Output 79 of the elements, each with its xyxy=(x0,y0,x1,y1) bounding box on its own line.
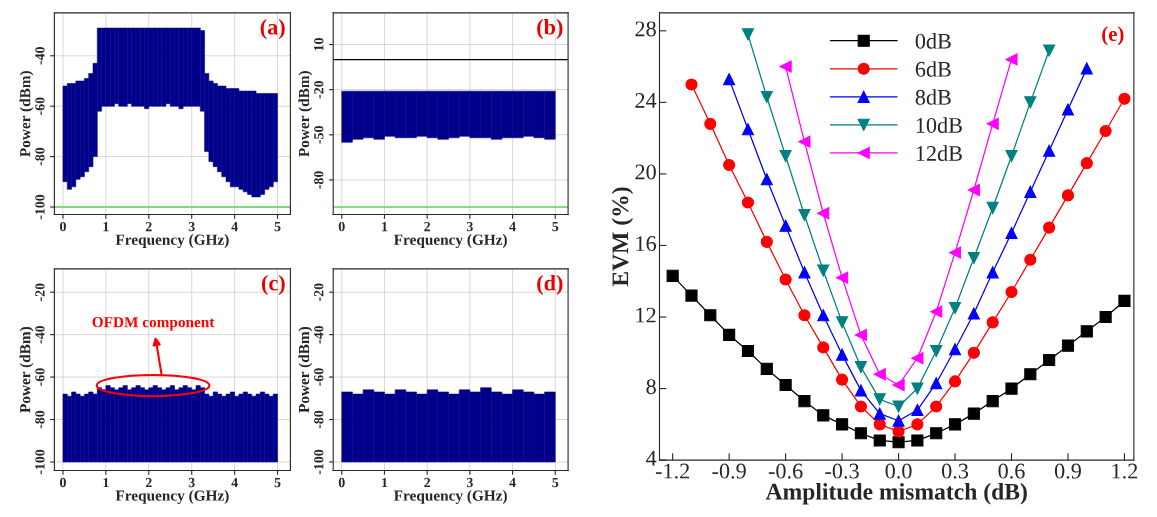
x-tick-label: 3 xyxy=(466,477,473,488)
y-axis-title: Power (dBm) xyxy=(298,71,313,157)
annotation: (e) xyxy=(1102,26,1124,46)
y-tick-label: -80 xyxy=(35,147,45,166)
x-tick-label: 4 xyxy=(509,221,516,232)
y-tick-label: 16 xyxy=(636,236,657,252)
annotation: (c) xyxy=(262,274,285,296)
y-tick-label: -20 xyxy=(35,283,45,301)
legend-label: 0dB xyxy=(915,33,951,49)
y-tick-label: -40 xyxy=(35,47,45,65)
x-tick-label: 3 xyxy=(188,477,195,488)
y-tick-label: 8 xyxy=(646,379,656,395)
y-tick-label: 4 xyxy=(646,450,657,466)
legend-label: 8dB xyxy=(915,89,951,105)
y-tick-label: -20 xyxy=(314,283,324,301)
x-tick-label: 5 xyxy=(552,222,559,232)
annotation: (d) xyxy=(537,274,563,296)
y-axis-title: EVM (%) xyxy=(611,187,634,287)
annotation: (b) xyxy=(537,18,563,40)
y-tick-label: -50 xyxy=(314,126,324,144)
x-tick-label: 2 xyxy=(145,221,152,232)
x-tick-label: 2 xyxy=(145,477,152,488)
x-tick-label: 1 xyxy=(382,221,388,232)
x-tick-label: 0 xyxy=(60,477,66,488)
x-axis-title: Frequency (GHz) xyxy=(115,490,229,504)
y-tick-label: -100 xyxy=(35,449,45,475)
y-tick-label: -100 xyxy=(314,449,324,475)
x-tick-label: 3 xyxy=(466,221,473,232)
x-tick-label: 5 xyxy=(274,222,281,232)
y-tick-label: -40 xyxy=(314,325,324,344)
x-tick-label: -0.6 xyxy=(768,463,803,479)
x-tick-label: 2 xyxy=(424,221,431,232)
y-axis-title: Power (dBm) xyxy=(298,326,313,413)
y-tick-label: -80 xyxy=(314,171,324,189)
x-tick-label: 4 xyxy=(231,477,238,488)
annotation: (a) xyxy=(260,18,285,40)
y-axis-title: Power (dBm) xyxy=(19,326,34,413)
x-tick-label: -0.3 xyxy=(825,463,859,479)
x-tick-label: 0 xyxy=(338,221,345,232)
x-tick-label: 4 xyxy=(509,477,516,488)
y-tick-label: -60 xyxy=(314,368,324,386)
x-axis-title: Amplitude mismatch (dB) xyxy=(765,483,1027,505)
x-tick-label: 1 xyxy=(103,221,109,232)
x-tick-label: 0.0 xyxy=(885,463,912,479)
y-tick-label: -20 xyxy=(314,80,324,99)
y-tick-label: -100 xyxy=(35,194,45,220)
x-axis-title: Frequency (GHz) xyxy=(393,490,507,504)
x-tick-label: -0.9 xyxy=(712,463,746,479)
x-axis-title: Frequency (GHz) xyxy=(393,234,507,248)
x-tick-label: 4 xyxy=(231,221,238,232)
y-axis-title: Power (dBm) xyxy=(19,71,34,157)
y-tick-label: 10 xyxy=(314,38,324,51)
legend-label: 6dB xyxy=(915,61,951,77)
x-tick-label: 2 xyxy=(424,477,431,488)
y-tick-label: 20 xyxy=(635,164,656,180)
y-tick-label: 24 xyxy=(635,92,657,108)
y-tick-label: -80 xyxy=(35,410,45,429)
x-tick-label: 1 xyxy=(103,477,109,488)
legend-label: 12dB xyxy=(916,145,962,161)
y-tick-label: -40 xyxy=(35,325,45,344)
y-tick-label: 28 xyxy=(635,21,656,37)
y-tick-label: -80 xyxy=(314,410,324,429)
x-tick-label: 1 xyxy=(382,477,388,488)
x-tick-label: 1.2 xyxy=(1112,463,1138,479)
x-tick-label: 5 xyxy=(552,477,559,488)
x-tick-label: 3 xyxy=(188,221,195,232)
annotation: OFDM component xyxy=(92,317,215,331)
x-tick-label: 0 xyxy=(60,221,66,232)
y-tick-label: -60 xyxy=(35,97,45,115)
x-tick-label: 0.3 xyxy=(941,463,969,479)
x-tick-label: 0.6 xyxy=(998,463,1025,479)
x-axis-title: Frequency (GHz) xyxy=(115,234,229,248)
x-tick-label: -1.2 xyxy=(655,463,690,479)
legend-label: 10dB xyxy=(916,117,962,133)
x-tick-label: 0.9 xyxy=(1054,463,1081,479)
y-tick-label: -60 xyxy=(35,368,45,386)
x-tick-label: 0 xyxy=(338,477,345,488)
x-tick-label: 5 xyxy=(274,477,281,488)
y-tick-label: 12 xyxy=(636,307,656,323)
